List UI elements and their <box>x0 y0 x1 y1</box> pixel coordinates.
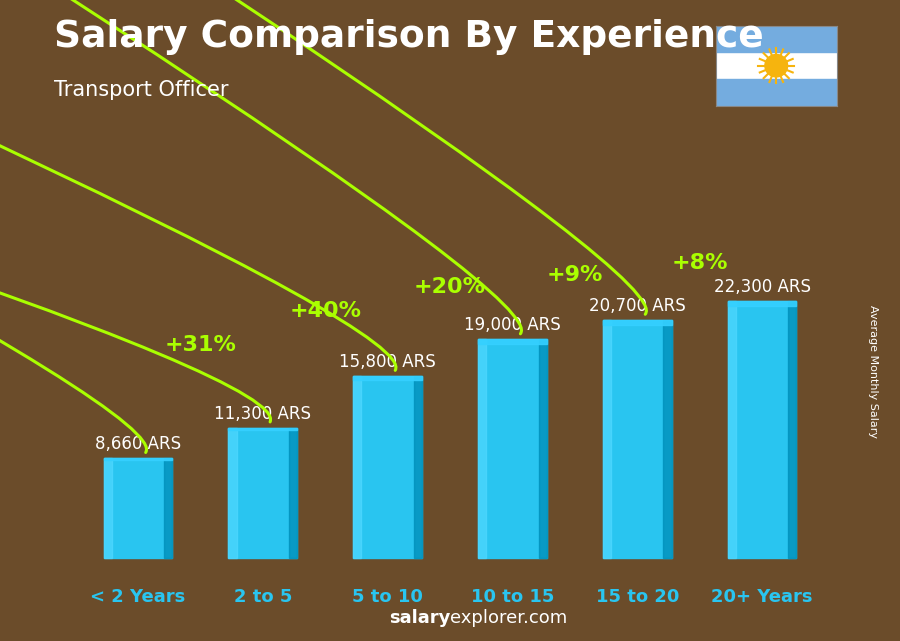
Bar <box>728 301 796 558</box>
Text: < 2 Years: < 2 Years <box>90 588 185 606</box>
Bar <box>354 376 422 558</box>
Bar <box>414 376 422 558</box>
Text: 5 to 10: 5 to 10 <box>352 588 423 606</box>
Bar <box>728 301 796 306</box>
Text: 15,800 ARS: 15,800 ARS <box>339 353 436 371</box>
Text: 20,700 ARS: 20,700 ARS <box>589 297 686 315</box>
Text: Salary Comparison By Experience: Salary Comparison By Experience <box>54 19 764 55</box>
Text: 8,660 ARS: 8,660 ARS <box>94 435 181 453</box>
Bar <box>229 428 237 558</box>
Text: +20%: +20% <box>414 278 486 297</box>
Text: 11,300 ARS: 11,300 ARS <box>214 404 311 423</box>
Text: +9%: +9% <box>546 265 603 285</box>
Bar <box>229 428 297 430</box>
Text: Average Monthly Salary: Average Monthly Salary <box>868 305 878 438</box>
Bar <box>104 458 112 558</box>
Text: 22,300 ARS: 22,300 ARS <box>714 278 811 296</box>
Text: 19,000 ARS: 19,000 ARS <box>464 316 561 335</box>
Bar <box>478 339 547 344</box>
Bar <box>478 339 547 558</box>
Bar <box>728 301 736 558</box>
Bar <box>164 458 172 558</box>
Bar <box>538 339 547 558</box>
Text: +8%: +8% <box>671 253 728 272</box>
Bar <box>354 376 422 379</box>
Bar <box>104 458 172 460</box>
Text: +31%: +31% <box>165 335 237 355</box>
Text: Transport Officer: Transport Officer <box>54 80 229 100</box>
Bar <box>788 301 796 558</box>
Bar <box>663 320 671 558</box>
Bar <box>354 376 362 558</box>
Text: 2 to 5: 2 to 5 <box>234 588 292 606</box>
Text: 10 to 15: 10 to 15 <box>471 588 554 606</box>
Bar <box>229 428 297 558</box>
Text: +40%: +40% <box>289 301 361 321</box>
Bar <box>603 320 671 558</box>
Text: explorer.com: explorer.com <box>450 609 567 627</box>
Bar <box>716 26 837 53</box>
Bar <box>603 320 611 558</box>
Circle shape <box>765 54 788 77</box>
Bar <box>603 320 671 324</box>
Bar <box>104 458 172 558</box>
Text: salary: salary <box>389 609 450 627</box>
Bar <box>716 79 837 106</box>
Bar <box>478 339 486 558</box>
Text: 15 to 20: 15 to 20 <box>596 588 679 606</box>
Text: 20+ Years: 20+ Years <box>711 588 813 606</box>
Bar <box>289 428 297 558</box>
